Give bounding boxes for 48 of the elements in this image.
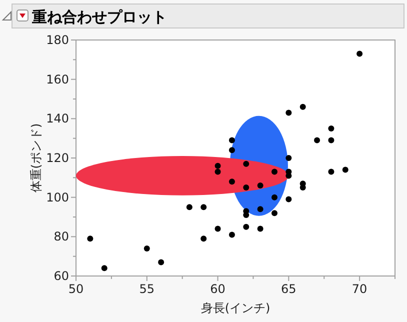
y-tick-label: 60	[54, 269, 69, 283]
y-tick-label: 80	[54, 230, 69, 244]
point	[328, 126, 334, 132]
x-tick-label: 65	[281, 282, 296, 296]
x-tick-label: 55	[139, 282, 155, 296]
point	[257, 206, 264, 212]
point	[214, 168, 221, 175]
point	[144, 245, 150, 252]
y-tick-label: 120	[46, 151, 69, 165]
point	[228, 147, 235, 154]
point	[271, 194, 278, 200]
point	[342, 166, 348, 173]
point	[214, 226, 221, 232]
point	[243, 160, 250, 167]
point	[286, 110, 292, 116]
point	[243, 184, 250, 190]
point	[257, 226, 264, 232]
y-axis-title: 体重(ポンド)	[29, 123, 43, 193]
y-tick-label: 100	[46, 190, 69, 204]
chart-title: 重ね合わせプロット	[31, 8, 167, 26]
point	[271, 210, 278, 216]
x-tick-label: 60	[210, 282, 226, 296]
point	[356, 50, 363, 57]
point	[257, 182, 264, 189]
point	[271, 168, 278, 175]
point	[228, 232, 235, 238]
point	[101, 265, 108, 272]
point	[314, 137, 320, 144]
point	[228, 178, 235, 185]
point	[186, 204, 192, 210]
x-axis-title: 身長(インチ)	[200, 301, 270, 315]
point	[87, 236, 94, 242]
point	[158, 259, 164, 266]
y-tick-label: 140	[46, 112, 69, 126]
x-tick-label: 50	[68, 282, 84, 296]
point	[286, 196, 292, 202]
point	[300, 104, 306, 110]
y-tick-label: 180	[46, 33, 69, 47]
x-tick-label: 70	[352, 282, 368, 296]
y-tick-label: 160	[46, 72, 69, 86]
point	[328, 137, 334, 144]
point	[328, 168, 334, 175]
point	[200, 204, 207, 210]
point	[243, 224, 250, 230]
point	[200, 236, 207, 242]
point	[286, 155, 292, 161]
point	[228, 137, 235, 144]
point	[214, 162, 221, 169]
